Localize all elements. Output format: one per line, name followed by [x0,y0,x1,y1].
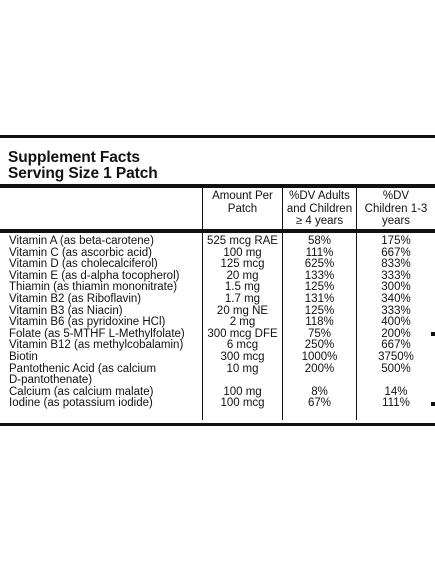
nutrient-name: Thiamin (as thiamin mononitrate) [9,281,178,294]
amount-per-patch: 6 mcg [226,339,259,352]
dv-children: 340% [381,293,411,305]
amount-per-patch: 300 mcg DFE [207,327,278,340]
nutrient-name: Vitamin B3 (as Niacin) [9,304,123,317]
amount-per-patch: 20 mg NE [216,304,269,317]
nutrient-name: Vitamin B6 (as pyridoxine HCl) [9,316,166,329]
column-header-rule [0,229,435,233]
dv-children: 500% [381,362,411,375]
dv-adults: 133% [304,269,335,282]
column-divider [356,188,357,420]
dv-adults: 250% [304,339,335,352]
amount-per-patch: 10 mg [226,362,259,375]
panel-title: Supplement Facts [8,149,140,166]
dv-children: 300% [381,281,411,294]
dv-children: 400% [381,316,411,329]
nutrient-name: Vitamin D (as cholecalciferol) [9,258,158,271]
nutrient-name: D-pantothenate) [9,374,93,387]
dv-adults: 125% [304,304,335,317]
nutrient-name: Biotin [9,351,38,363]
dv-children: 333% [381,269,411,282]
dv-adults: 8% [311,385,328,398]
dv-children: 14% [384,385,408,398]
nutrient-name: Vitamin B2 (as Riboflavin) [9,293,142,305]
nutrient-name: Calcium (as calcium malate) [9,385,154,398]
edge-tick-mark [431,402,435,406]
amount-per-patch: 100 mg [223,246,262,259]
dv-adults: 1000% [301,351,338,363]
serving-size: Serving Size 1 Patch [8,165,158,182]
nutrient-name: Vitamin B12 (as methylcobalamin) [9,339,184,352]
amount-per-patch: 300 mcg [220,351,265,363]
dv-adults: 200% [304,362,335,375]
dv-adults: 118% [305,316,334,329]
column-divider [282,188,283,420]
dv-children: 667% [381,339,411,352]
dv-adults: 125% [304,281,335,294]
column-divider [202,188,203,420]
nutrient-name: Vitamin A (as beta-carotene) [9,235,154,247]
header-dv-adults: %DV Adults and Children ≥ 4 years [286,190,353,227]
dv-children: 667% [381,246,411,259]
dv-adults: 625% [304,258,335,271]
dv-children: 333% [381,304,411,317]
amount-per-patch: 2 mg [229,316,256,329]
nutrient-name: Folate (as 5-MTHF L-Methylfolate) [9,327,185,340]
header-rule [0,184,435,188]
dv-adults: 111% [305,246,334,259]
edge-tick-mark [431,332,435,336]
dv-children: 3750% [378,351,414,363]
supplement-facts-panel: Supplement Facts Serving Size 1 Patch Am… [0,135,435,426]
amount-per-patch: 1.5 mg [224,281,261,294]
amount-per-patch: 100 mg [223,385,262,398]
nutrient-name: Vitamin E (as d-alpha tocopherol) [9,269,180,282]
header-dv-children: %DV Children 1-3 years [364,190,428,227]
amount-per-patch: 125 mcg [220,258,265,271]
dv-adults: 75% [307,327,332,340]
dv-children: 175% [381,235,411,247]
amount-per-patch: 525 mcg RAE [207,235,278,247]
header-amount-per-patch: Amount Per Patch [212,190,273,215]
amount-per-patch: 100 mcg [220,397,265,410]
dv-children: 200% [381,327,411,340]
dv-adults: 58% [307,235,332,247]
nutrient-name: Pantothenic Acid (as calcium [9,362,157,375]
dv-adults: 67% [307,397,332,410]
amount-per-patch: 20 mg [226,269,259,282]
nutrient-name: Vitamin C (as ascorbic acid) [9,246,152,259]
dv-adults: 131% [304,293,335,305]
nutrient-name: Iodine (as potassium iodide) [9,397,153,410]
dv-children: 833% [381,258,411,271]
dv-children: 111% [382,397,410,410]
amount-per-patch: 1.7 mg [224,293,261,305]
